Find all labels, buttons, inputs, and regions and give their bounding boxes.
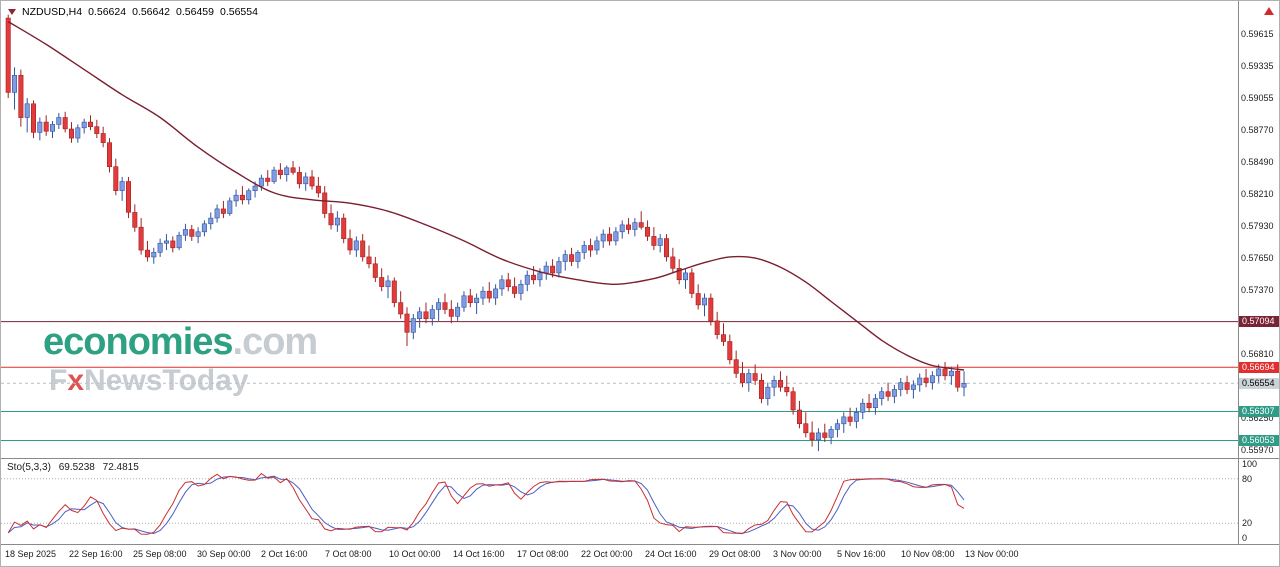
- watermark-economies-logo: economies.com: [43, 321, 319, 363]
- stochastic-main-line: [7, 472, 965, 535]
- watermark-tagline-x-icon: x: [67, 363, 85, 397]
- price-axis-tick: 0.59335: [1241, 61, 1274, 71]
- price-axis-tick: 0.56810: [1241, 349, 1274, 359]
- level-price-label: 0.56053: [1239, 435, 1279, 446]
- chart-shift-marker-icon: [1264, 7, 1274, 15]
- time-axis-label: 5 Nov 16:00: [837, 549, 886, 559]
- level-price-label: 0.57094: [1239, 316, 1279, 327]
- price-axis-tick: 0.59615: [1241, 29, 1274, 39]
- level-price-label: 0.56307: [1239, 406, 1279, 417]
- bar-high-value: 0.56642: [132, 6, 171, 18]
- time-axis-label: 17 Oct 08:00: [517, 549, 569, 559]
- stochastic-k-value: 69.5238: [58, 462, 95, 473]
- price-axis-tick: 0.56250: [1241, 413, 1274, 423]
- candlestick-series: [5, 14, 967, 452]
- stochastic-indicator-canvas[interactable]: [1, 459, 1238, 543]
- panel-separator[interactable]: [1, 458, 1279, 459]
- time-axis-label: 10 Oct 00:00: [389, 549, 441, 559]
- watermark: economies.com FxNewsToday: [43, 321, 319, 397]
- time-axis-label: 7 Oct 08:00: [325, 549, 372, 559]
- indicator-axis-tick: 100: [1242, 459, 1258, 469]
- price-axis-tick: 0.58490: [1241, 157, 1274, 167]
- stochastic-d-value: 72.4815: [102, 462, 139, 473]
- time-axis-label: 29 Oct 08:00: [709, 549, 761, 559]
- price-axis-tick: 0.55970: [1241, 445, 1274, 455]
- indicator-axis-tick: 20: [1242, 518, 1253, 528]
- time-axis-label: 13 Nov 00:00: [965, 549, 1019, 559]
- symbol-timeframe-label: NZDUSD,H4: [22, 6, 83, 18]
- price-axis-tick: 0.58770: [1241, 125, 1274, 135]
- watermark-brand-suffix: .com: [232, 321, 319, 363]
- axis-separator: [1238, 1, 1239, 544]
- bar-open-value: 0.56624: [88, 6, 127, 18]
- price-axis-tick: 0.57650: [1241, 253, 1274, 263]
- moving-average-line: [7, 21, 965, 371]
- chart-ohlc-readout: NZDUSD,H4 0.56624 0.56642 0.56459 0.5655…: [8, 6, 258, 18]
- current-price-label: 0.56554: [1239, 378, 1279, 389]
- price-axis-tick: 0.57370: [1241, 285, 1274, 295]
- time-axis-label: 2 Oct 16:00: [261, 549, 308, 559]
- stochastic-label: Sto(5,3,3) 69.5238 72.4815: [7, 462, 144, 473]
- watermark-tagline-f: F: [49, 363, 68, 397]
- time-axis-label: 10 Nov 08:00: [901, 549, 955, 559]
- watermark-brand-text: economies: [43, 321, 234, 363]
- bar-close-value: 0.56554: [220, 6, 258, 18]
- price-chart-canvas[interactable]: [1, 1, 1238, 458]
- time-axis-separator: [1, 544, 1279, 545]
- time-axis-label: 22 Oct 00:00: [581, 549, 633, 559]
- watermark-fxnewstoday-logo: FxNewsToday: [49, 365, 317, 397]
- watermark-tagline-rest: NewsToday: [84, 363, 249, 397]
- price-axis-tick: 0.59055: [1241, 93, 1274, 103]
- time-axis-label: 22 Sep 16:00: [69, 549, 123, 559]
- time-axis-label: 30 Sep 00:00: [197, 549, 251, 559]
- level-price-label: 0.56694: [1239, 362, 1279, 373]
- price-axis-tick: 0.57930: [1241, 221, 1274, 231]
- price-axis-tick: 0.58210: [1241, 189, 1274, 199]
- bar-low-value: 0.56459: [176, 6, 214, 18]
- indicator-axis-tick: 80: [1242, 474, 1253, 484]
- indicator-axis-tick: 0: [1242, 533, 1248, 543]
- time-axis-label: 18 Sep 2025: [5, 549, 57, 559]
- symbol-marker-icon: [8, 9, 16, 15]
- time-axis-label: 25 Sep 08:00: [133, 549, 187, 559]
- stochastic-name: Sto(5,3,3): [7, 462, 51, 473]
- time-axis-label: 14 Oct 16:00: [453, 549, 505, 559]
- time-axis-label: 3 Nov 00:00: [773, 549, 822, 559]
- time-axis-label: 24 Oct 16:00: [645, 549, 697, 559]
